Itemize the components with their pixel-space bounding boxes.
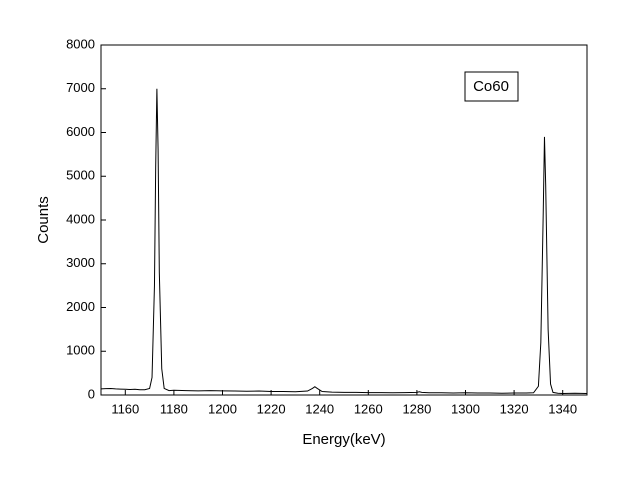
y-tick-label: 7000 <box>66 80 95 95</box>
x-tick-label: 1240 <box>305 401 334 416</box>
y-tick-label: 6000 <box>66 124 95 139</box>
x-axis-label: Energy(keV) <box>302 431 385 448</box>
spectrum-line <box>100 88 588 394</box>
x-tick-label: 1220 <box>257 401 286 416</box>
x-tick-label: 1320 <box>500 401 529 416</box>
x-tick-label: 1160 <box>111 401 139 416</box>
x-tick-label: 1340 <box>548 401 577 416</box>
y-tick-label: 0 <box>88 386 95 401</box>
y-tick-label: 2000 <box>66 299 95 314</box>
annotation-box <box>464 71 519 102</box>
x-tick-label: 1300 <box>451 401 480 416</box>
x-tick-label: 1200 <box>208 401 237 416</box>
y-tick-label: 4000 <box>66 211 95 226</box>
x-tick-label: 1260 <box>354 401 383 416</box>
y-tick-label: 3000 <box>66 255 95 270</box>
y-tick-label: 5000 <box>66 168 95 183</box>
y-axis-label: Counts <box>35 196 52 244</box>
x-tick-label: 1280 <box>402 401 431 416</box>
x-tick-label: 1180 <box>160 401 188 416</box>
annotation: Co60 <box>473 78 509 95</box>
y-tick-label: 1000 <box>66 343 95 358</box>
y-tick-label: 8000 <box>66 36 95 51</box>
